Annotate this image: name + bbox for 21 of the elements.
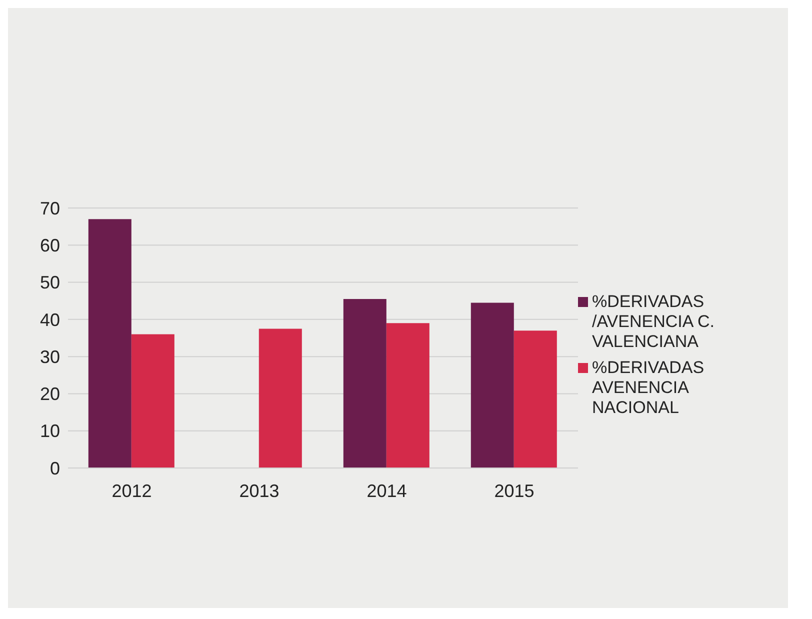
- bar: [131, 334, 174, 468]
- y-tick-label: 20: [40, 384, 60, 404]
- x-tick-label: 2013: [239, 480, 280, 501]
- legend-label: %DERIVADAS AVENENCIA NACIONAL: [592, 358, 706, 418]
- bar: [514, 330, 557, 468]
- y-tick-label: 10: [40, 421, 60, 442]
- y-tick-label: 60: [40, 236, 60, 256]
- y-tick-label: 50: [40, 272, 60, 293]
- bar: [343, 299, 386, 468]
- y-tick-label: 70: [40, 198, 60, 218]
- x-tick-label: 2014: [366, 480, 407, 501]
- y-tick-label: 30: [40, 346, 60, 367]
- y-tick-label: 0: [50, 458, 60, 478]
- bar: [258, 328, 302, 468]
- bar: [386, 323, 430, 468]
- bar: [470, 302, 514, 468]
- legend-label: %DERIVADAS /AVENENCIA C. VALENCIANA: [592, 292, 716, 352]
- x-tick-label: 2012: [112, 480, 152, 501]
- y-tick-label: 40: [40, 310, 60, 330]
- bar: [88, 219, 132, 468]
- x-tick-label: 2015: [494, 480, 534, 501]
